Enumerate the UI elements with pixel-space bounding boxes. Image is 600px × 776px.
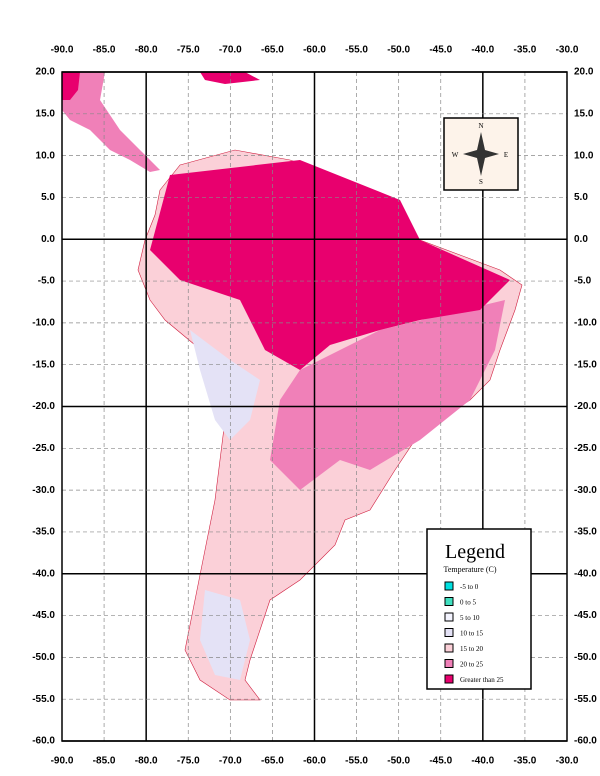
x-tick-label: -80.0 [135, 45, 158, 56]
y-tick-label: 15.0 [36, 108, 56, 119]
legend-label: 0 to 5 [460, 599, 476, 607]
x-tick-label: -65.0 [261, 45, 284, 56]
y-tick-label: -5.0 [574, 276, 592, 287]
x-tick-label: -60.0 [303, 45, 326, 56]
x-tick-label: -40.0 [471, 45, 494, 56]
compass-w: W [452, 151, 459, 159]
y-tick-label: -50.0 [574, 652, 597, 663]
x-tick-label: -55.0 [345, 756, 368, 767]
legend-swatch [444, 628, 454, 637]
map-frame [61, 71, 568, 742]
x-tick-label: -45.0 [429, 756, 452, 767]
y-tick-label: -15.0 [574, 359, 597, 370]
compass-n: N [478, 122, 483, 130]
legend-label: 15 to 20 [460, 645, 483, 653]
x-tick-label: -50.0 [387, 45, 410, 56]
legend-label: 5 to 10 [460, 614, 480, 622]
legend-label: 20 to 25 [460, 661, 483, 669]
compass-e: E [504, 151, 508, 159]
y-tick-label: -35.0 [32, 527, 55, 538]
y-tick-label: -5.0 [38, 276, 56, 287]
y-tick-label: 0.0 [41, 234, 55, 245]
x-tick-label: -80.0 [135, 756, 158, 767]
legend-swatch [444, 643, 454, 653]
x-tick-label: -75.0 [177, 756, 200, 767]
y-tick-label: -25.0 [32, 443, 55, 454]
y-tick-label: 20.0 [574, 67, 594, 78]
x-tick-label: -65.0 [261, 756, 284, 767]
y-tick-label: -60.0 [32, 736, 55, 747]
legend: Legend Temperature (C) -5 to 0 0 to 5 5 to… [426, 528, 532, 690]
brazil-region [270, 300, 505, 490]
legend-swatch [444, 612, 454, 622]
y-tick-label: -50.0 [32, 652, 55, 663]
x-tick-label: -35.0 [514, 45, 537, 56]
legend-subtitle: Temperature (C) [444, 565, 497, 574]
y-tick-label: -10.0 [574, 318, 597, 329]
amazon-region [150, 160, 510, 370]
y-tick-label: -30.0 [574, 485, 597, 496]
x-tick-label: -90.0 [51, 756, 74, 767]
x-tick-label: -30.0 [556, 45, 579, 56]
y-tick-label: -10.0 [32, 318, 55, 329]
x-tick-label: -75.0 [177, 45, 200, 56]
x-tick-label: -30.0 [556, 756, 579, 767]
x-tick-label: -60.0 [303, 756, 326, 767]
compass: N S E W [443, 117, 519, 191]
y-tick-label: -30.0 [32, 485, 55, 496]
x-tick-label: -70.0 [219, 756, 242, 767]
legend-label: Greater than 25 [460, 676, 504, 684]
y-tick-label: 5.0 [41, 192, 55, 203]
central-america [62, 72, 160, 172]
x-tick-label: -55.0 [345, 45, 368, 56]
legend-swatch [444, 581, 454, 591]
y-tick-label: 10.0 [574, 150, 594, 161]
legend-title: Legend [445, 541, 505, 563]
compass-box [443, 117, 519, 191]
x-tick-label: -45.0 [429, 45, 452, 56]
x-tick-label: -50.0 [387, 756, 410, 767]
legend-box [426, 528, 532, 690]
x-tick-label: -85.0 [93, 756, 116, 767]
y-tick-label: -25.0 [574, 443, 597, 454]
y-tick-label: -40.0 [574, 568, 597, 579]
y-tick-label: -55.0 [32, 694, 55, 705]
x-tick-label: -40.0 [471, 756, 494, 767]
mexico-coast [62, 72, 80, 100]
compass-s: S [479, 178, 483, 186]
y-tick-label: 5.0 [574, 192, 588, 203]
legend-label: 10 to 15 [460, 630, 483, 638]
andes-region [190, 330, 260, 440]
legend-swatch [444, 674, 454, 684]
y-tick-label: -45.0 [32, 610, 55, 621]
y-tick-label: -20.0 [32, 401, 55, 412]
legend-swatch [444, 597, 454, 606]
x-tick-label: -90.0 [51, 45, 74, 56]
y-tick-label: -45.0 [574, 610, 597, 621]
y-tick-label: 0.0 [574, 234, 588, 245]
y-tick-label: 15.0 [574, 108, 594, 119]
x-tick-label: -85.0 [93, 45, 116, 56]
y-tick-label: -15.0 [32, 359, 55, 370]
y-tick-label: -35.0 [574, 527, 597, 538]
legend-swatch [444, 659, 454, 668]
legend-label: -5 to 0 [460, 583, 479, 591]
y-tick-label: -55.0 [574, 694, 597, 705]
y-tick-label: 10.0 [36, 150, 56, 161]
x-tick-label: -35.0 [514, 756, 537, 767]
y-tick-label: 20.0 [36, 67, 56, 78]
y-tick-label: -40.0 [32, 568, 55, 579]
y-tick-label: -20.0 [574, 401, 597, 412]
x-tick-label: -70.0 [219, 45, 242, 56]
y-tick-label: -60.0 [574, 736, 597, 747]
caribbean [200, 72, 260, 84]
compass-rose [463, 132, 499, 176]
